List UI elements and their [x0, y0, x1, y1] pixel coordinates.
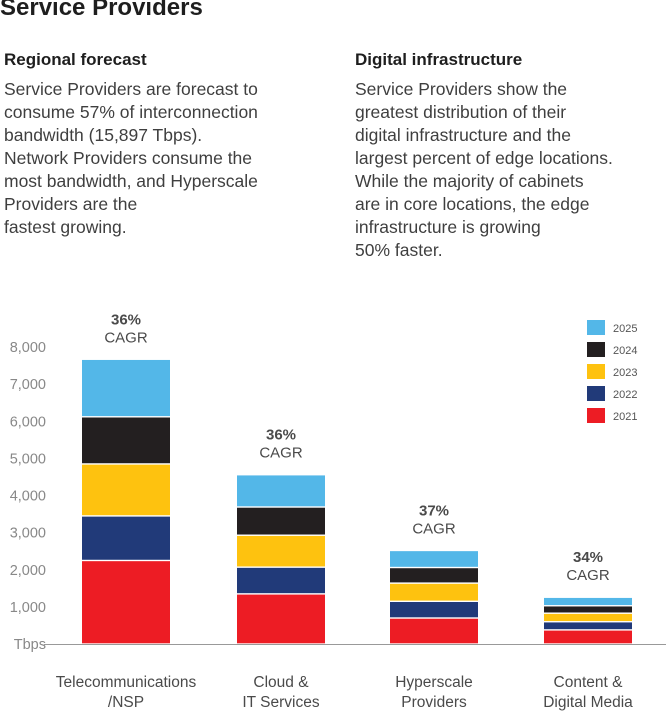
- y-tick-label: 1,000: [10, 600, 46, 616]
- legend-swatch-2023: [587, 364, 605, 379]
- cagr-percent-label: 37%: [419, 502, 449, 519]
- cagr-label: CAGR: [566, 567, 610, 584]
- regional-forecast-heading: Regional forecast: [4, 50, 147, 69]
- cagr-percent-label: 34%: [573, 549, 603, 566]
- category-label: Providers: [401, 694, 467, 711]
- bar-segment-2025: [544, 597, 632, 606]
- y-tick-label: 3,000: [10, 526, 46, 542]
- bar-segment-2023: [237, 535, 325, 567]
- bar-segment-2024: [390, 568, 478, 583]
- category-label: /NSP: [108, 694, 144, 711]
- bar-segment-2025: [237, 475, 325, 507]
- bar-segment-2021: [82, 561, 170, 644]
- cagr-percent-label: 36%: [266, 427, 296, 444]
- y-tick-label: 8,000: [10, 340, 46, 356]
- legend-swatch-2022: [587, 386, 605, 401]
- bar-segment-2021: [390, 618, 478, 644]
- bar-segment-2025: [390, 551, 478, 567]
- bar-segment-2022: [390, 602, 478, 618]
- y-tick-label: 4,000: [10, 489, 46, 505]
- bar-segment-2022: [237, 567, 325, 594]
- legend-label-2021: 2021: [613, 411, 637, 423]
- bar-segment-2025: [82, 359, 170, 417]
- cagr-percent-label: 36%: [111, 311, 141, 328]
- category-label: Telecommunications: [56, 674, 197, 691]
- legend-label-2023: 2023: [613, 367, 637, 379]
- y-tick-label: Tbps: [14, 637, 46, 653]
- y-tick-label: 6,000: [10, 414, 46, 430]
- bar-segment-2021: [544, 630, 632, 644]
- y-tick-label: 7,000: [10, 377, 46, 393]
- cagr-label: CAGR: [259, 445, 303, 462]
- legend-swatch-2025: [587, 320, 605, 335]
- bar-segment-2023: [544, 613, 632, 622]
- category-label: IT Services: [242, 694, 319, 711]
- y-tick-label: 2,000: [10, 563, 46, 579]
- digital-infrastructure-text: Service Providers show the greatest dist…: [355, 79, 613, 260]
- category-label: Digital Media: [543, 694, 633, 711]
- bar-segment-2021: [237, 594, 325, 644]
- y-tick-label: 5,000: [10, 451, 46, 467]
- bar-segment-2024: [82, 417, 170, 464]
- bar-segment-2024: [544, 606, 632, 613]
- legend-label-2025: 2025: [613, 323, 637, 335]
- regional-forecast-section: Regional forecast Service Providers are …: [4, 50, 324, 239]
- category-label: Hyperscale: [395, 674, 473, 691]
- category-label: Content &: [554, 674, 624, 691]
- bar-segment-2023: [82, 464, 170, 516]
- category-label: Cloud &: [253, 674, 309, 691]
- bar-segment-2022: [544, 622, 632, 630]
- legend-label-2024: 2024: [613, 345, 637, 357]
- legend-swatch-2021: [587, 408, 605, 423]
- bar-segment-2024: [237, 507, 325, 535]
- cagr-label: CAGR: [104, 329, 148, 346]
- digital-infrastructure-heading: Digital infrastructure: [355, 50, 523, 69]
- bar-segment-2022: [82, 516, 170, 560]
- bar-segment-2023: [390, 583, 478, 601]
- legend-label-2022: 2022: [613, 389, 637, 401]
- regional-forecast-text: Service Providers are forecast to consum…: [4, 79, 258, 237]
- cagr-label: CAGR: [412, 520, 456, 537]
- page-title: Service Providers: [0, 0, 203, 21]
- legend-swatch-2024: [587, 342, 605, 357]
- digital-infrastructure-section: Digital infrastructure Service Providers…: [355, 50, 665, 262]
